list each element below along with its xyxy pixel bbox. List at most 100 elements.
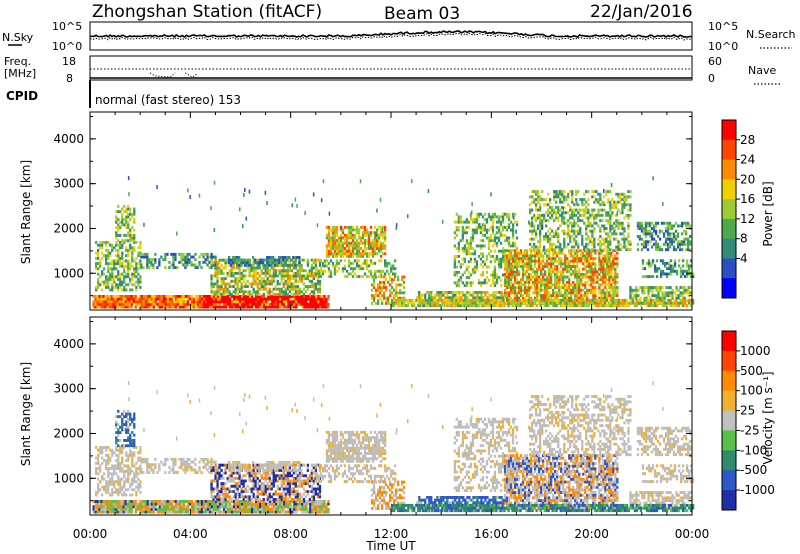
power-cell <box>117 262 120 265</box>
power-cell <box>547 237 550 241</box>
power-cell <box>403 298 406 302</box>
power-cell <box>349 233 353 237</box>
power-cell <box>156 295 159 298</box>
power-cell <box>603 237 606 241</box>
power-cell <box>315 297 318 301</box>
power-cell <box>210 252 213 256</box>
power-cell <box>148 300 151 304</box>
power-cell <box>321 302 324 306</box>
power-cell <box>372 294 376 297</box>
power-cell <box>497 231 501 235</box>
power-cell <box>598 272 601 276</box>
power-cell <box>427 189 430 193</box>
power-cell <box>641 259 645 263</box>
power-cell <box>483 278 487 282</box>
y-tick-label: 2000 <box>53 221 84 235</box>
power-cell <box>548 278 551 282</box>
power-cell <box>507 262 511 266</box>
power-cell <box>385 296 388 300</box>
power-cell <box>665 272 669 276</box>
power-cell <box>210 300 214 304</box>
power-cell <box>511 254 515 258</box>
power-cell <box>178 252 181 256</box>
power-cell <box>250 274 253 278</box>
power-cell <box>606 254 609 258</box>
power-cell <box>590 275 593 279</box>
power-cell <box>142 302 145 306</box>
power-cell <box>254 258 257 262</box>
power-cell <box>347 231 351 235</box>
power-cell <box>249 305 252 309</box>
power-cell <box>329 252 333 256</box>
power-cell <box>517 296 521 300</box>
power-cell <box>528 280 531 284</box>
power-cell <box>252 261 255 265</box>
power-cell <box>570 265 573 268</box>
power-cell <box>558 286 561 289</box>
power-cell <box>355 261 359 265</box>
power-cell <box>244 258 247 262</box>
power-cell <box>614 278 617 282</box>
power-cell <box>162 305 165 309</box>
power-cell <box>554 259 557 263</box>
power-cell <box>675 272 679 276</box>
power-cell <box>294 263 297 267</box>
power-cell <box>507 244 511 248</box>
power-cell <box>550 280 553 284</box>
power-cell <box>580 296 583 300</box>
power-cell <box>625 248 628 252</box>
power-cell <box>581 198 584 201</box>
power-cell <box>294 271 297 275</box>
power-cell <box>115 275 118 279</box>
power-cell <box>607 232 610 236</box>
power-cell <box>588 267 591 271</box>
power-cell <box>380 247 383 250</box>
power-cell <box>568 251 571 255</box>
power-cell <box>530 286 533 289</box>
power-cell <box>580 257 583 260</box>
power-cell <box>473 265 477 269</box>
power-cell <box>542 280 545 284</box>
power-cell <box>125 207 128 211</box>
power-cell <box>525 294 529 297</box>
power-cell <box>465 239 468 243</box>
power-cell <box>667 298 671 302</box>
power-cell <box>309 305 312 309</box>
power-cell <box>164 302 167 306</box>
power-cell <box>600 296 603 300</box>
power-cell <box>607 248 610 252</box>
power-cell <box>125 234 128 237</box>
power-cell <box>549 240 552 244</box>
power-cell <box>214 269 217 273</box>
power-cell <box>569 237 572 241</box>
power-cell <box>407 214 409 219</box>
power-cell <box>627 203 630 207</box>
power-cell <box>233 300 236 304</box>
power-cell <box>648 240 652 244</box>
power-cell <box>523 286 527 289</box>
power-cell <box>605 245 608 249</box>
power-cell <box>393 288 396 292</box>
power-cell <box>425 301 428 305</box>
power-cell <box>355 264 359 268</box>
power-cell <box>621 208 624 212</box>
power-cell <box>557 211 560 215</box>
power-cell <box>472 293 475 297</box>
power-cell <box>266 277 269 281</box>
power-cell <box>528 267 531 271</box>
power-cell <box>117 288 120 292</box>
power-cell <box>654 245 658 249</box>
power-cell <box>571 304 574 308</box>
power-cell <box>528 288 531 292</box>
power-cell <box>285 297 288 301</box>
power-cell <box>292 271 295 275</box>
power-cell <box>457 241 460 245</box>
power-cell <box>484 291 487 294</box>
power-cell <box>605 219 608 223</box>
power-cell <box>186 297 190 301</box>
power-cell <box>513 265 517 269</box>
power-cell <box>288 261 291 265</box>
power-cell <box>103 241 106 244</box>
power-cell <box>333 233 337 237</box>
power-cell <box>242 261 245 265</box>
